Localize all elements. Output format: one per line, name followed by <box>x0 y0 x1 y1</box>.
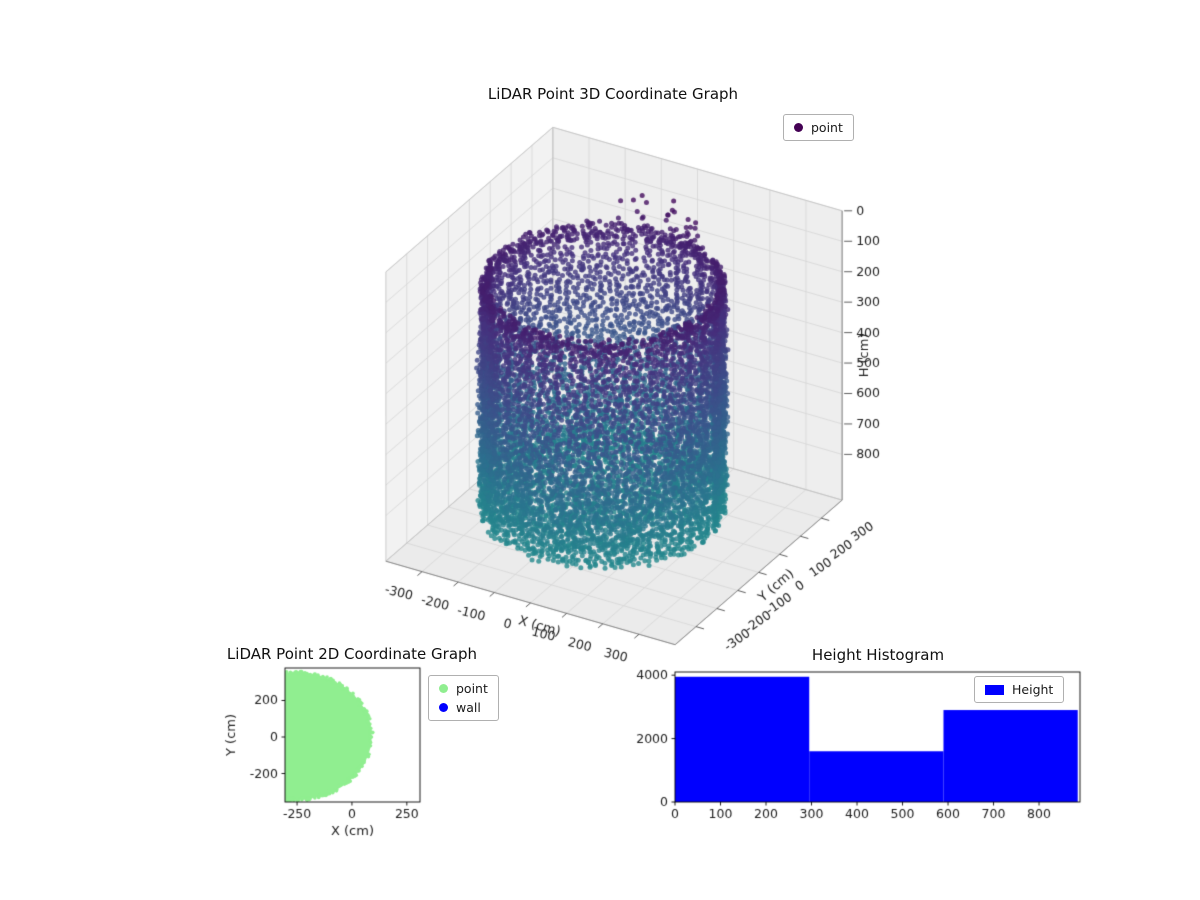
legend-histogram: Height <box>974 676 1065 703</box>
legend-item-wall-2d: wall <box>439 700 488 715</box>
bar-patch-icon <box>985 684 1004 695</box>
legend-item-point-3d: point <box>794 120 843 135</box>
legend-label: point <box>456 681 488 696</box>
legend-label: point <box>811 120 843 135</box>
legend-label: wall <box>456 700 481 715</box>
scatter-marker-icon <box>439 703 448 712</box>
legend-3d: point <box>783 114 854 141</box>
histogram-title: Height Histogram <box>811 646 945 664</box>
scatter-marker-icon <box>439 684 448 693</box>
legend-item-point-2d: point <box>439 681 488 696</box>
legend-label: Height <box>1012 682 1054 697</box>
chart2d-title: LiDAR Point 2D Coordinate Graph <box>226 645 478 663</box>
legend-2d: point wall <box>428 675 499 721</box>
legend-item-height: Height <box>985 682 1053 697</box>
chart3d-title: LiDAR Point 3D Coordinate Graph <box>487 85 739 103</box>
scatter-marker-icon <box>794 123 803 132</box>
